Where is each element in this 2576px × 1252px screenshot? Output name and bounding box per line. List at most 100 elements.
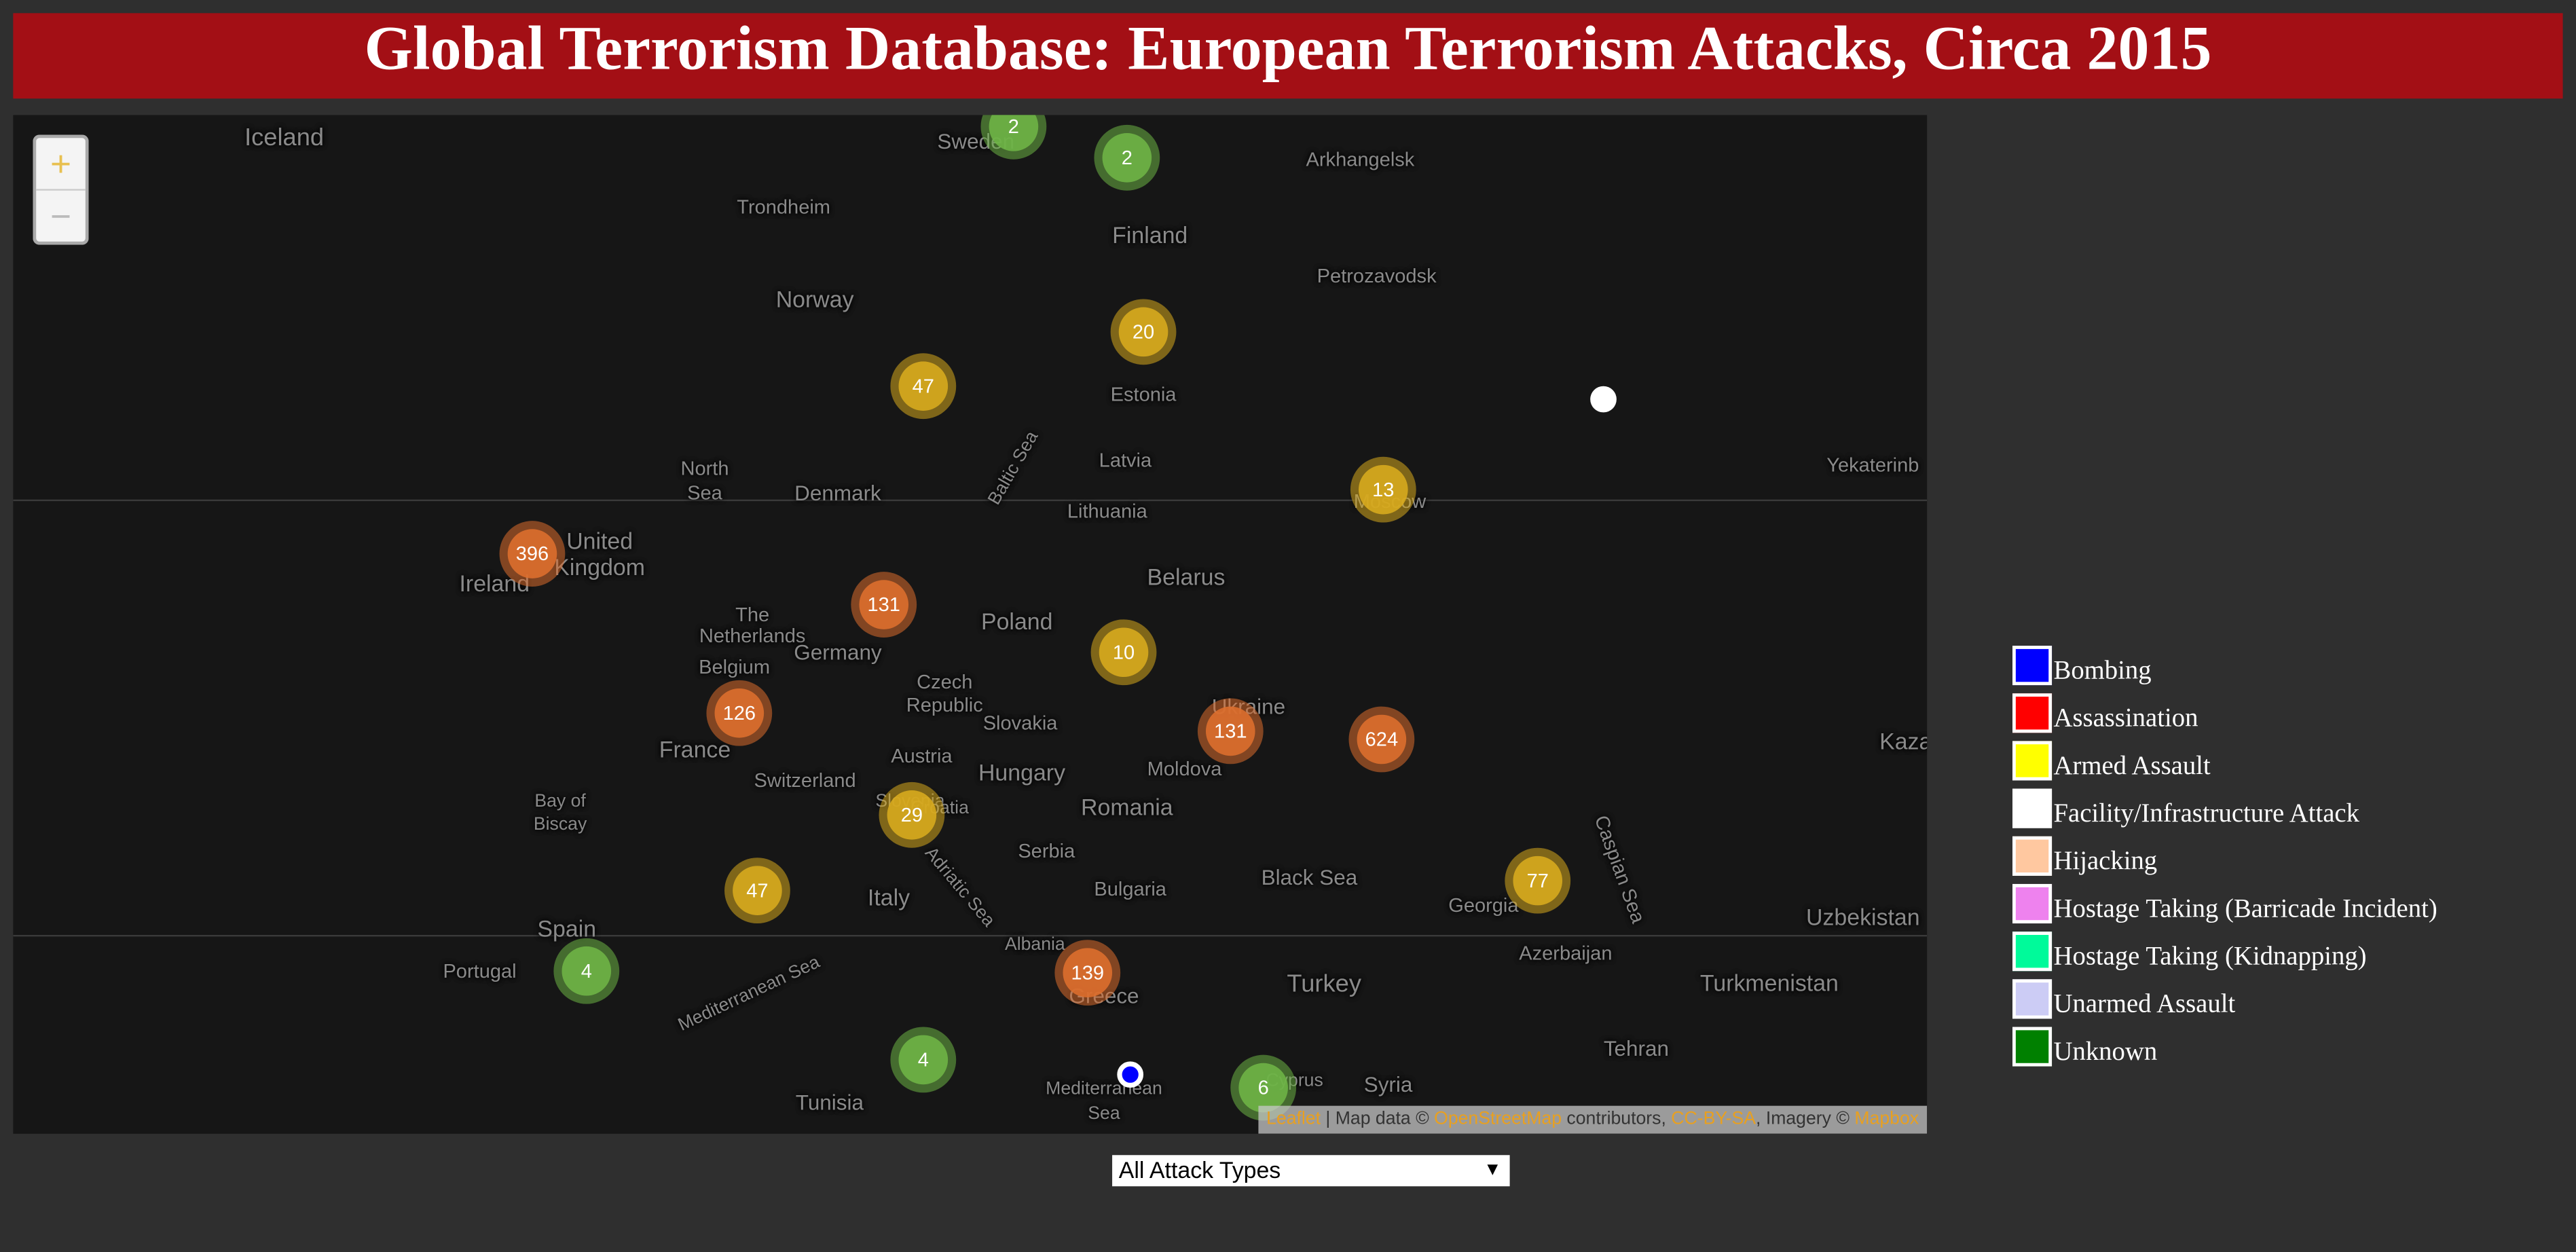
- map-label: Tehran: [1603, 1035, 1670, 1061]
- zoom-control: + −: [33, 134, 89, 245]
- cluster[interactable]: 624: [1348, 706, 1415, 773]
- cluster[interactable]: 126: [706, 680, 773, 746]
- legend-label: Assassination: [2053, 705, 2198, 733]
- cluster-count: 47: [733, 866, 782, 915]
- map-label: Bulgaria: [1094, 877, 1166, 901]
- map-label: Tunisia: [795, 1090, 864, 1115]
- map-label: Poland: [980, 608, 1053, 635]
- map-label: Biscay: [533, 815, 587, 835]
- legend-swatch: [2012, 1027, 2053, 1067]
- cluster[interactable]: 77: [1505, 847, 1571, 914]
- cluster[interactable]: 4: [890, 1027, 957, 1093]
- map-label: Italy: [867, 883, 910, 910]
- legend-swatch: [2012, 979, 2053, 1019]
- map-label: The: [735, 603, 770, 627]
- map-label: Arkhangelsk: [1306, 147, 1415, 171]
- cluster[interactable]: 47: [890, 353, 957, 420]
- legend-label: Facility/Infrastructure Attack: [2053, 800, 2359, 828]
- marker-bombing[interactable]: [1117, 1061, 1144, 1088]
- select-arrow: ▼: [1484, 1160, 1502, 1180]
- cluster-count: 624: [1357, 714, 1407, 765]
- cluster[interactable]: 139: [1054, 940, 1121, 1006]
- cluster[interactable]: 29: [879, 781, 945, 848]
- map-label: Spain: [537, 915, 597, 942]
- map-label: Germany: [794, 640, 882, 665]
- map-label: Belgium: [699, 655, 771, 679]
- zoom-in[interactable]: +: [50, 143, 72, 185]
- map-label: Baltic Sea: [985, 428, 1043, 509]
- legend-swatch: [2012, 883, 2053, 924]
- map-label: Mediterranean Sea: [675, 953, 824, 1036]
- map-label: Turkey: [1287, 970, 1361, 999]
- legend-swatch: [2012, 836, 2053, 876]
- header-title: Global Terrorism Database: European Terr…: [13, 13, 2563, 99]
- map-label: Portugal: [443, 959, 517, 983]
- map-label: Georgia: [1448, 894, 1519, 917]
- map-label: Kingdom: [554, 553, 646, 581]
- cluster[interactable]: 396: [499, 521, 566, 587]
- map-label: Sea: [1088, 1104, 1120, 1124]
- map-label: Kaza: [1879, 728, 1928, 754]
- cluster-count: 139: [1063, 948, 1113, 997]
- cluster[interactable]: 47: [724, 858, 790, 924]
- cluster-count: 20: [1118, 307, 1169, 357]
- cluster-count: 131: [859, 580, 909, 629]
- legend-swatch: [2012, 788, 2053, 828]
- legend-label: Unknown: [2053, 1038, 2158, 1067]
- map-label: Caspian Sea: [1589, 812, 1651, 927]
- legend-swatch: [2012, 646, 2053, 686]
- legend-swatch: [2012, 741, 2053, 781]
- zoom-out[interactable]: −: [36, 189, 86, 241]
- cluster-count: 131: [1205, 706, 1255, 756]
- attribution-link[interactable]: Mapbox: [1854, 1109, 1919, 1129]
- cluster-count: 4: [898, 1035, 949, 1085]
- map-label: Finland: [1112, 221, 1188, 248]
- map-label: North: [680, 456, 729, 480]
- cluster[interactable]: 20: [1110, 299, 1177, 365]
- attribution-text: , Imagery ©: [1756, 1109, 1855, 1129]
- map-label: Adriatic Sea: [920, 843, 999, 932]
- legend-swatch: [2012, 693, 2053, 733]
- map-label: Serbia: [1018, 839, 1075, 863]
- map-label: Albania: [1004, 934, 1065, 955]
- marker-facility[interactable]: [1590, 386, 1617, 413]
- map-label: Petrozavodsk: [1317, 264, 1437, 288]
- map-label: Czech: [917, 670, 973, 694]
- legend-label: Hostage Taking (Kidnapping): [2053, 943, 2367, 972]
- map-label: Turkmenistan: [1699, 969, 1839, 996]
- attribution-link[interactable]: OpenStreetMap: [1434, 1109, 1562, 1129]
- map-label: Latvia: [1099, 448, 1152, 472]
- cluster[interactable]: 131: [851, 572, 917, 638]
- cluster-count: 77: [1513, 855, 1563, 906]
- legend-label: Hostage Taking (Barricade Incident): [2053, 895, 2437, 924]
- map-label: Azerbaijan: [1519, 941, 1613, 965]
- map-label: Uzbekistan: [1806, 904, 1920, 930]
- cluster[interactable]: 4: [553, 938, 620, 1004]
- cluster-count: 13: [1359, 464, 1408, 515]
- attribution-text: contributors,: [1562, 1109, 1672, 1129]
- map-label: Black Sea: [1261, 865, 1358, 890]
- cluster[interactable]: 131: [1197, 698, 1264, 765]
- map-label: Slovakia: [982, 711, 1058, 735]
- cluster[interactable]: 13: [1350, 456, 1416, 523]
- cluster-count: 2: [989, 115, 1039, 151]
- map-label: Iceland: [244, 124, 325, 152]
- attribution-link[interactable]: CC-BY-SA: [1671, 1109, 1756, 1129]
- attack-type-select[interactable]: All Attack Types ▼: [1112, 1155, 1510, 1187]
- cluster-count: 4: [562, 946, 612, 996]
- cluster[interactable]: 2: [1094, 124, 1160, 191]
- cluster[interactable]: 10: [1090, 619, 1157, 686]
- attribution-link[interactable]: Leaflet: [1266, 1109, 1321, 1129]
- map-label: Netherlands: [699, 624, 806, 648]
- map-label: Belarus: [1147, 564, 1226, 590]
- map-label: Denmark: [794, 480, 881, 506]
- cluster-count: 2: [1102, 133, 1152, 183]
- attribution: Leaflet | Map data © OpenStreetMap contr…: [1257, 1105, 1928, 1134]
- map-label: Lithuania: [1067, 499, 1147, 523]
- map[interactable]: Iceland Sweden Trondheim Finland Arkhangelsk…: [13, 115, 1928, 1134]
- cluster-count: 10: [1099, 627, 1149, 678]
- map-label: Republic: [906, 693, 983, 717]
- map-label: Mediterranean: [1046, 1079, 1162, 1099]
- legend-label: Bombing: [2053, 657, 2152, 686]
